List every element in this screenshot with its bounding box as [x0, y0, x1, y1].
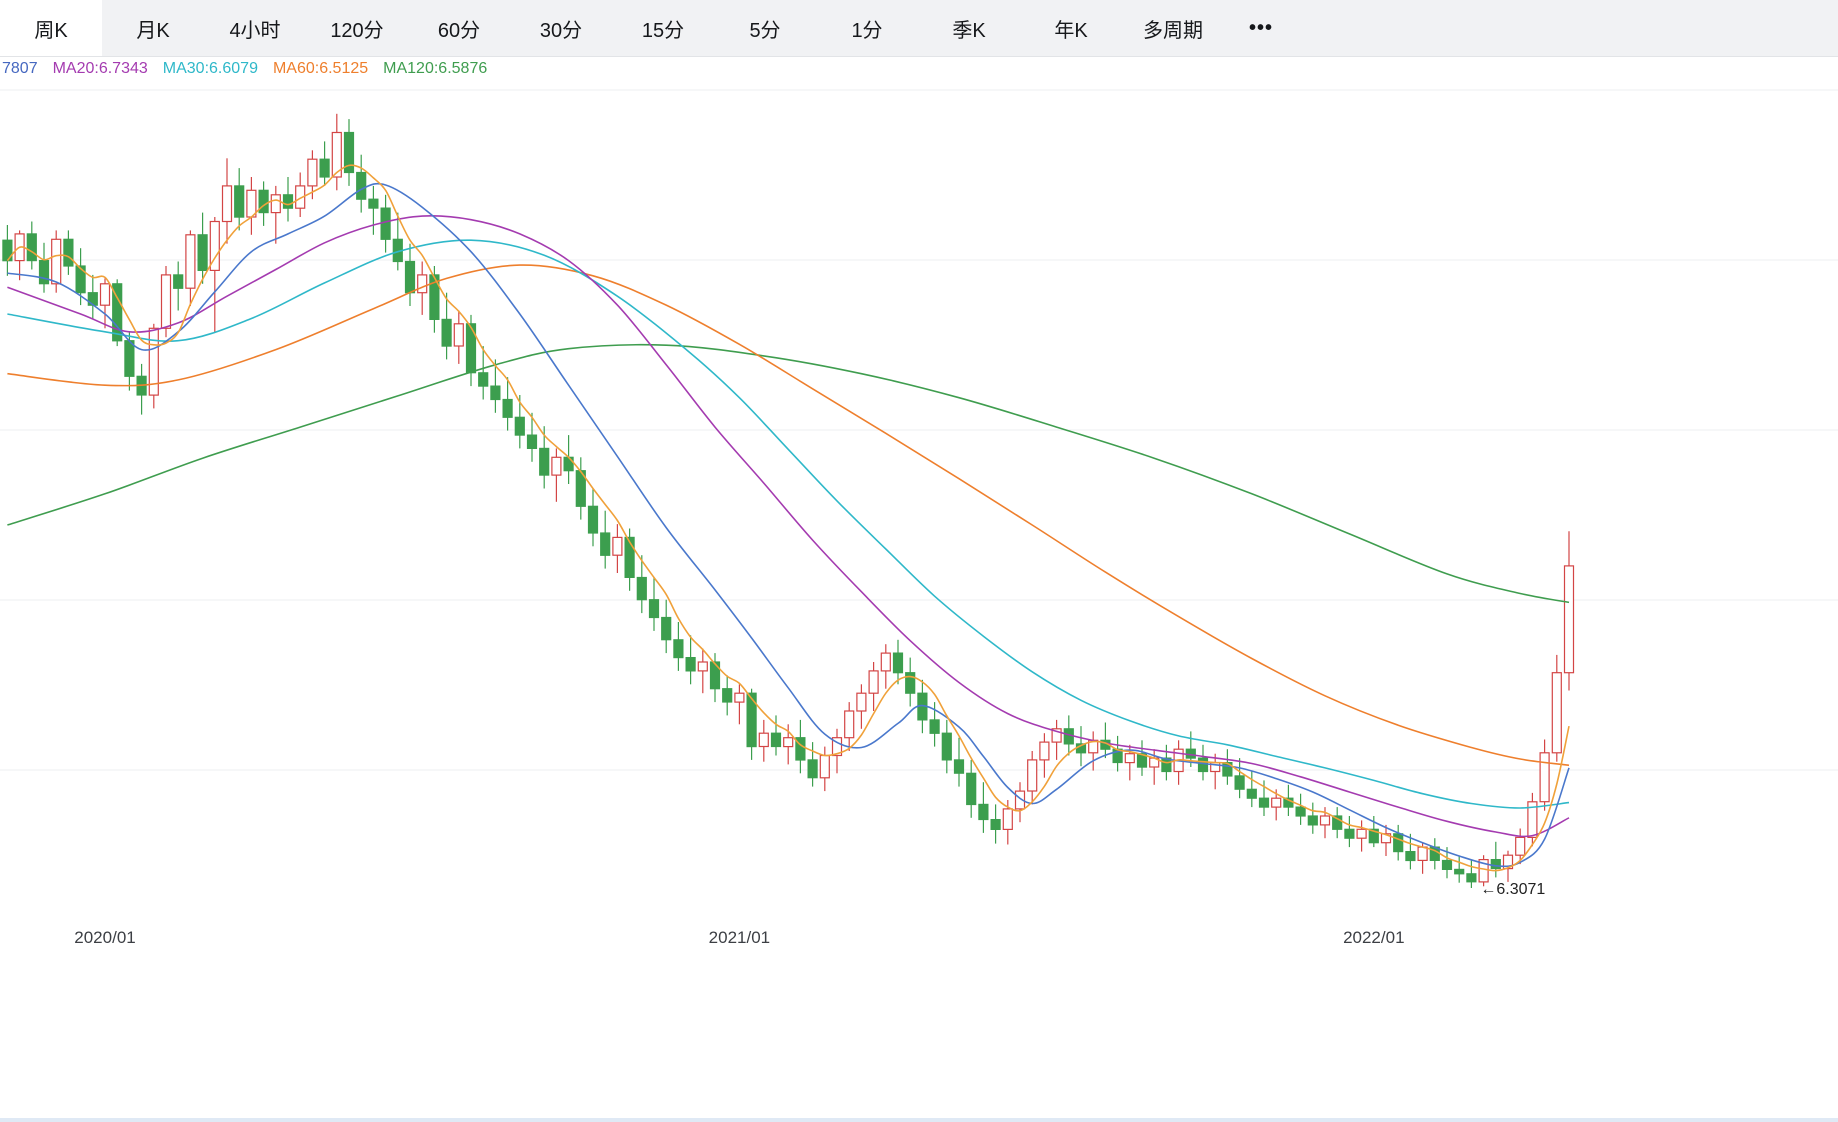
ma-line-ma120: [7, 343, 1570, 604]
candlestick-chart[interactable]: ←6.3071: [0, 80, 1838, 922]
tab-multi-period[interactable]: 多周期: [1143, 19, 1203, 42]
price-low-annotation: ←6.3071: [1480, 881, 1545, 898]
more-tabs-button[interactable]: •••: [1248, 16, 1273, 39]
x-tick-label: 2020/01: [74, 928, 136, 947]
x-axis: 2020/01 2021/01 2022/01: [0, 922, 1838, 956]
ma-line-ma20: [7, 215, 1570, 838]
x-tick-label: 2022/01: [1343, 928, 1405, 947]
tab-month-k[interactable]: 月K: [136, 19, 170, 42]
ma-legend: 7807 MA20:6.7343 MA30:6.6079 MA60:6.5125 MA1…: [0, 57, 1838, 80]
legend-ma30: MA30:6.6079: [162, 59, 258, 77]
legend-ma10-clipped: 7807: [2, 59, 38, 77]
ma-line-ma5: [6, 164, 1570, 872]
tab-4-hour[interactable]: 4小时: [229, 19, 281, 42]
x-tick-label: 2021/01: [708, 928, 771, 947]
ma-line-ma60: [7, 264, 1570, 767]
tab-5-min[interactable]: 5分: [749, 19, 781, 42]
bottom-edge: [0, 1118, 1838, 1122]
tab-1-min[interactable]: 1分: [851, 19, 883, 42]
tab-120-min[interactable]: 120分: [330, 19, 384, 42]
ma-line-ma30: [7, 239, 1570, 809]
legend-ma120: MA120:6.5876: [383, 59, 488, 77]
legend-ma20: MA20:6.7343: [52, 59, 148, 77]
tab-quarter-k[interactable]: 季K: [952, 19, 986, 42]
timeframe-toolbar: 周K 月K 4小时 120分 60分 30分 15分 5分 1分 季K 年K 多周期 •••: [0, 0, 1838, 57]
tab-week-k[interactable]: 周K: [0, 0, 102, 56]
tab-15-min[interactable]: 15分: [641, 19, 685, 42]
tab-60-min[interactable]: 60分: [437, 19, 481, 42]
legend-ma60: MA60:6.5125: [272, 59, 369, 77]
chart-canvas[interactable]: ←6.3071: [0, 80, 1838, 922]
tab-30-min[interactable]: 30分: [539, 19, 583, 42]
ma-line-ma10: [7, 182, 1570, 868]
tab-year-k[interactable]: 年K: [1054, 19, 1088, 42]
